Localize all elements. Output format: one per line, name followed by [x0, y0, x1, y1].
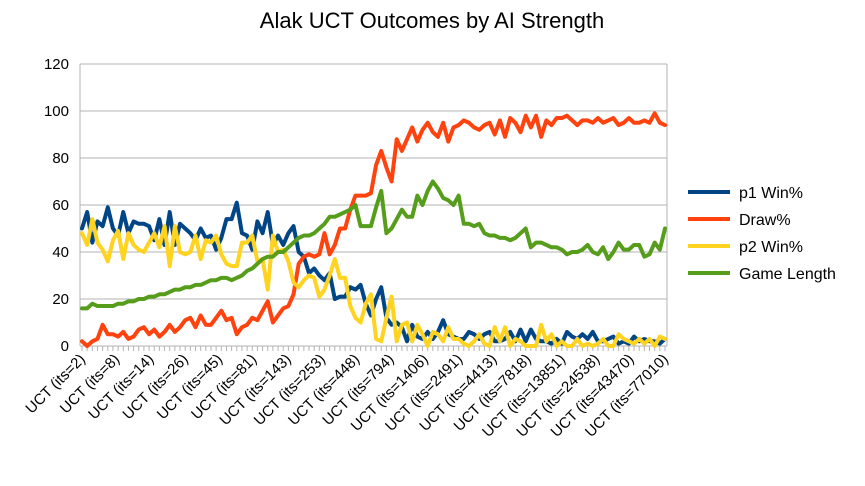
legend: p1 Win% Draw% p2 Win% Game Length — [688, 185, 836, 283]
x-axis-tick-labels: UCT (its=2)UCT (its=8)UCT (its=14)UCT (i… — [22, 351, 671, 441]
legend-label-p1-win: p1 Win% — [739, 185, 803, 202]
series-lines — [80, 111, 667, 348]
series-line-draw — [80, 111, 667, 348]
legend-label-p2-win: p2 Win% — [739, 239, 803, 256]
y-tick-label: 0 — [61, 338, 69, 355]
y-tick-label: 100 — [44, 103, 69, 120]
y-tick-label: 20 — [52, 291, 69, 308]
y-tick-label: 40 — [52, 244, 69, 261]
legend-label-game-length: Game Length — [739, 266, 836, 283]
legend-label-draw: Draw% — [739, 212, 791, 229]
gridlines — [80, 63, 668, 347]
y-tick-label: 60 — [52, 197, 69, 214]
y-tick-label: 120 — [44, 56, 69, 73]
y-axis-tick-labels: 0 20 40 60 80 100 120 — [44, 56, 69, 355]
chart-title: Alak UCT Outcomes by AI Strength — [260, 8, 604, 33]
series-line-p2-win — [80, 217, 667, 348]
y-tick-label: 80 — [52, 150, 69, 167]
series-line-game-length — [80, 179, 667, 311]
